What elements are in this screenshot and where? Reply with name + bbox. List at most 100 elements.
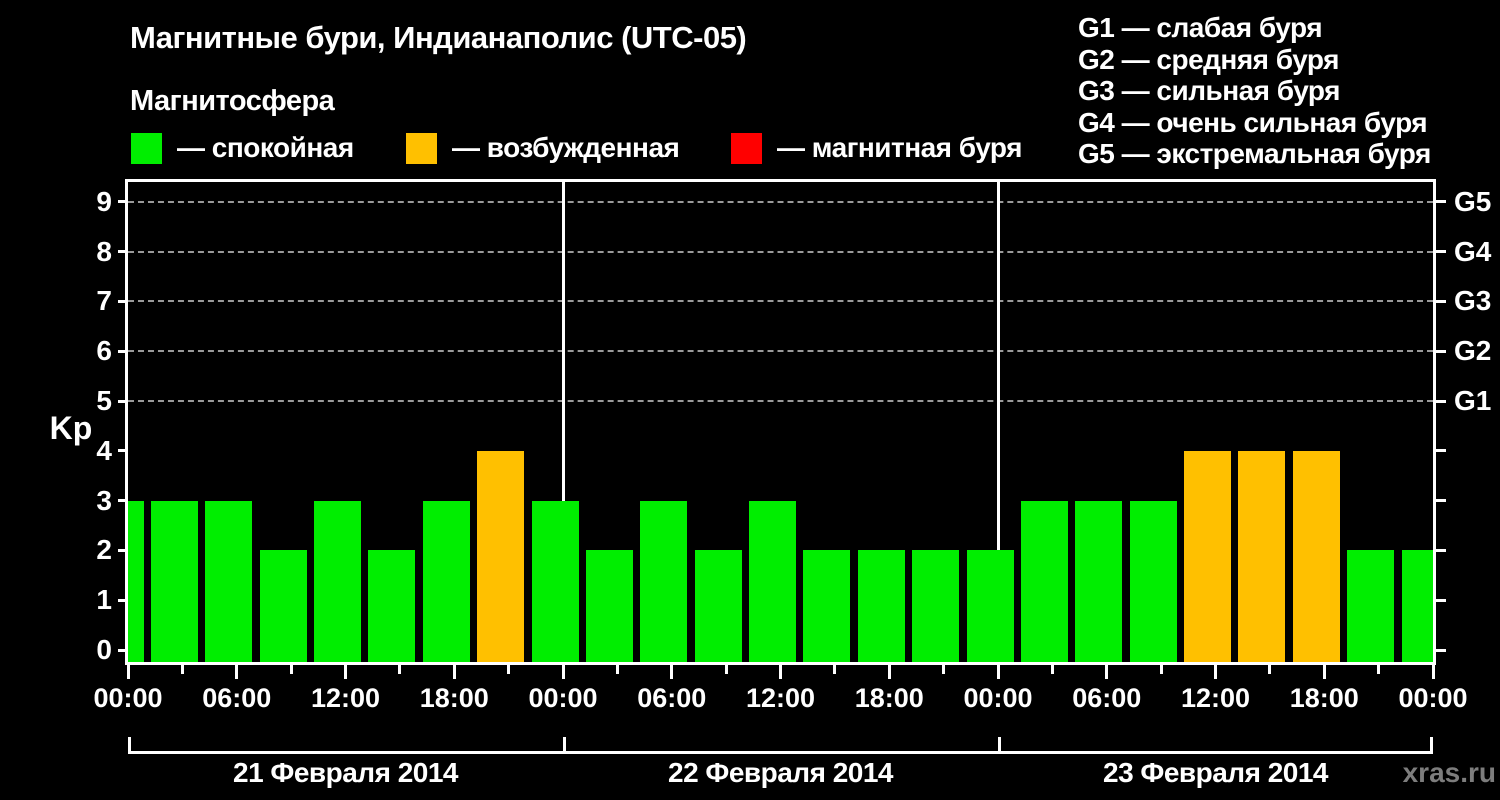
y-axis-tick-left (118, 548, 128, 552)
y-tick-label: 6 (96, 335, 112, 367)
y-axis-tick-left (118, 598, 128, 602)
kp-bar (1020, 500, 1068, 662)
kp-bar (803, 550, 851, 662)
x-time-label: 12:00 (310, 683, 381, 713)
plot-frame (125, 179, 1436, 665)
date-bracket-line (128, 751, 1433, 754)
gridline-kp8 (128, 250, 1433, 253)
x-axis-minor-tick (398, 665, 402, 674)
x-axis-major-tick (887, 665, 891, 679)
legend-item-excited: — возбужденная (406, 132, 680, 164)
x-time-label: 06:00 (1072, 683, 1142, 713)
x-axis-minor-tick (1268, 665, 1272, 674)
kp-bar (585, 550, 633, 662)
y-axis-tick-right (1436, 548, 1446, 552)
x-time-label: 12:00 (745, 683, 816, 713)
y-axis-tick-right (1436, 598, 1446, 602)
y-axis-tick-right (1436, 299, 1446, 303)
x-time-label: 18:00 (419, 683, 489, 713)
y-axis-tick-left (118, 499, 128, 503)
x-axis-minor-tick (1377, 665, 1381, 674)
legend-storm-label: — магнитная буря (777, 132, 1023, 163)
y-axis-tick-right (1436, 499, 1446, 503)
x-axis-minor-tick (615, 665, 619, 674)
kp-bar (640, 500, 688, 662)
kp-bar (531, 500, 579, 662)
y-axis-tick-right (1436, 349, 1446, 353)
x-axis-minor-tick (507, 665, 511, 674)
kp-bar (314, 500, 361, 662)
g2-scale-line: G2 — средняя буря (1078, 43, 1339, 75)
x-axis-minor-tick (180, 665, 184, 674)
quiet-green-swatch (131, 132, 162, 164)
kp-bar (422, 500, 470, 662)
g5-scale-line: G5 — экстремальная буря (1078, 138, 1431, 169)
y-axis-tick-right (1436, 399, 1446, 403)
x-axis-major-tick (344, 665, 347, 679)
g-storm-scale-legend: G1 — слабая буря G2 — средняя буря G3 — … (1078, 12, 1431, 170)
x-axis-minor-tick (833, 665, 837, 674)
kp-bar (150, 500, 198, 662)
x-axis-major-tick (670, 665, 674, 679)
x-time-label: 00:00 (93, 683, 163, 713)
y-tick-label: 4 (96, 434, 112, 466)
page-title: Магнитные бури, Индианаполис (UTC-05) (130, 20, 747, 55)
g3-scale-line: G3 — сильная буря (1078, 75, 1340, 106)
y-tick-label: 1 (96, 584, 112, 616)
x-axis-major-tick (561, 665, 565, 679)
date-bracket-tick (1430, 737, 1433, 754)
plot-area (128, 182, 1433, 662)
excited-orange-swatch (406, 132, 437, 164)
kp-bar (1129, 500, 1177, 662)
gridline-kp7 (128, 300, 1433, 303)
x-axis-major-tick (1431, 665, 1435, 679)
x-time-label: 18:00 (854, 683, 924, 713)
y-tick-label: 7 (96, 285, 112, 317)
x-time-label: 00:00 (528, 683, 598, 713)
kp-bar (1292, 450, 1340, 662)
kp-bar (128, 500, 144, 662)
g-level-label-g2: G2 (1454, 335, 1492, 367)
y-tick-label: 8 (96, 235, 112, 267)
y-axis-tick-left (118, 299, 128, 303)
y-axis-tick-left (118, 449, 128, 453)
g4-scale-line: G4 — очень сильная буря (1078, 106, 1428, 138)
kp-bar (259, 550, 307, 662)
x-time-label: 00:00 (1398, 683, 1468, 713)
gridline-kp5 (128, 400, 1433, 402)
kp-bar (205, 500, 253, 662)
x-axis-minor-tick (1159, 665, 1163, 674)
kp-bar (1075, 500, 1123, 662)
kp-bar (1401, 550, 1433, 662)
x-axis-major-tick (779, 665, 782, 679)
y-tick-label: 0 (96, 634, 112, 665)
x-time-label: 06:00 (202, 683, 272, 713)
y-axis-tick-right (1436, 449, 1446, 453)
kp-bar (966, 550, 1014, 662)
y-tick-label: 5 (96, 385, 112, 416)
x-axis-major-tick (235, 665, 239, 679)
y-axis-tick-left (118, 200, 128, 204)
gridline-kp6 (128, 350, 1433, 353)
legend-item-quiet: — спокойная (131, 132, 354, 164)
gridline-kp9 (128, 200, 1433, 203)
x-axis-major-tick (452, 665, 456, 679)
kp-bar (368, 550, 416, 662)
xras-watermark: xras.ru (1402, 757, 1496, 788)
x-time-label: 00:00 (963, 683, 1033, 713)
g-level-label-g1: G1 (1454, 385, 1492, 416)
date-label: 23 Февраля 2014 (1103, 757, 1328, 788)
kp-bar (749, 500, 796, 662)
g-level-label-g5: G5 (1454, 185, 1492, 217)
legend-quiet-label: — спокойная (177, 132, 354, 163)
magnetosphere-subtitle: Магнитосфера (130, 85, 335, 117)
kp-bar (857, 550, 905, 662)
y-axis-tick-right (1436, 200, 1446, 204)
x-time-label: 18:00 (1289, 683, 1359, 713)
y-axis-tick-left (118, 648, 128, 652)
g1-scale-line: G1 — слабая буря (1078, 12, 1323, 43)
date-label: 21 Февраля 2014 (233, 757, 458, 788)
x-axis-major-tick (996, 665, 1000, 679)
day-separator (561, 182, 565, 662)
